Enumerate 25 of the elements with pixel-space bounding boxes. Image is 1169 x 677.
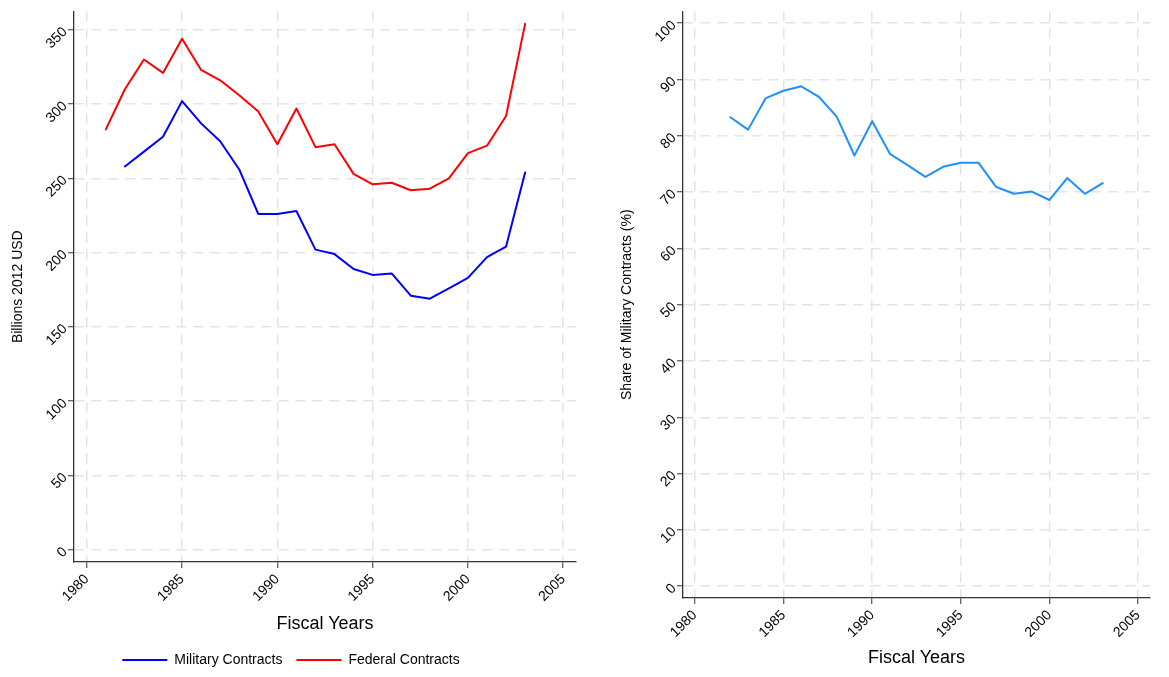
y-tick-label: 100	[651, 16, 679, 45]
y-tick-label: 0	[662, 579, 679, 597]
y-tick-label: 50	[47, 468, 70, 492]
y-tick-label: 60	[656, 241, 679, 265]
y-tick-label: 0	[53, 543, 70, 561]
y-tick-label: 100	[42, 394, 70, 423]
y-tick-label: 70	[656, 185, 679, 208]
x-axis-title: Fiscal Years	[276, 613, 374, 634]
y-tick-label: 40	[656, 354, 679, 377]
y-tick-label: 350	[42, 23, 70, 52]
y-tick-label: 250	[42, 171, 70, 200]
legend-label: Federal Contracts	[348, 650, 460, 667]
y-axis-title: Billions 2012 USD	[9, 230, 26, 344]
y-tick-label: 300	[42, 97, 70, 126]
y-tick-label: 200	[42, 246, 70, 274]
x-axis-title: Fiscal Years	[867, 647, 966, 668]
y-tick-label: 10	[656, 523, 679, 546]
y-tick-label: 50	[656, 298, 679, 321]
y-axis-title: Share of Military Contracts (%)	[618, 209, 635, 400]
y-tick-label: 150	[42, 320, 70, 349]
y-tick-label: 30	[656, 410, 679, 434]
y-tick-label: 90	[656, 72, 679, 96]
y-tick-label: 20	[656, 466, 679, 490]
y-tick-label: 80	[656, 129, 679, 152]
legend-label: Military Contracts	[174, 650, 283, 667]
